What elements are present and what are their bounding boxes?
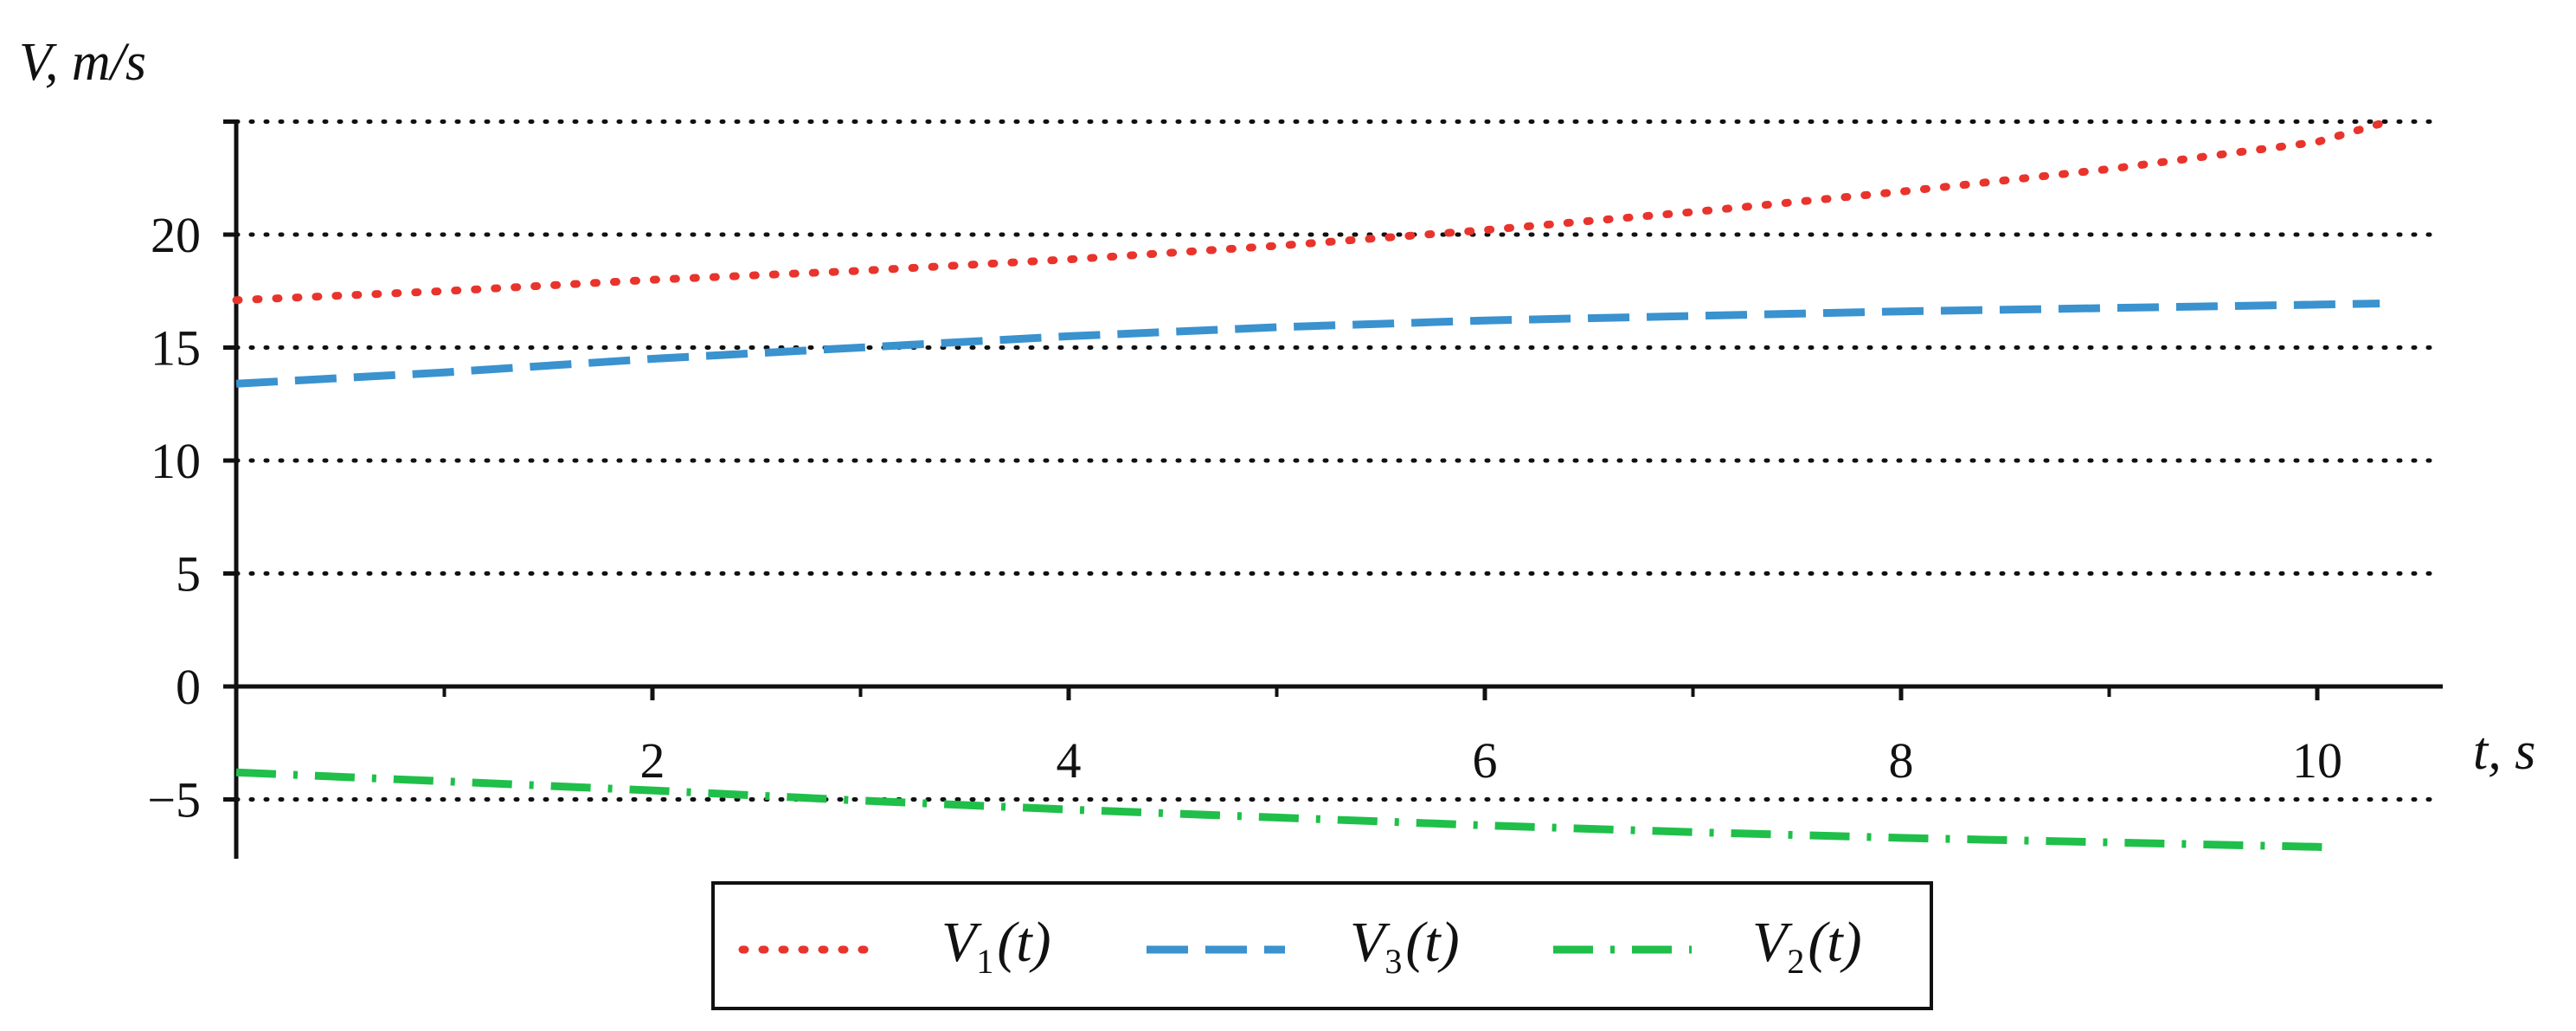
x-tick-label: 8 <box>1889 732 1914 789</box>
x-tick-label: 6 <box>1473 732 1498 789</box>
axes <box>223 119 2443 859</box>
y-tick-label: 10 <box>151 433 201 489</box>
y-tick-label: 5 <box>176 546 201 602</box>
legend: V1(t) V3(t) V2(t) <box>711 881 1933 1010</box>
legend-box <box>711 881 1933 1010</box>
y-tick-label: 15 <box>151 320 201 377</box>
y-axis-title: V, m/s <box>19 33 146 92</box>
legend-label: V3(t) <box>1350 911 1460 981</box>
y-tick-label: −5 <box>147 772 201 828</box>
x-tick-label: 4 <box>1057 732 1082 789</box>
legend-label: V2(t) <box>1752 911 1862 981</box>
y-tick-label: 0 <box>176 659 201 715</box>
tick-labels: −5 0 5 10 15 20 2 4 6 8 10 <box>147 207 2342 828</box>
series-line-v1t <box>232 119 2384 305</box>
x-tick-label: 2 <box>640 732 665 789</box>
series-line-v3t <box>235 300 2380 388</box>
y-tick-label: 20 <box>151 207 201 263</box>
x-axis-title: t, s <box>2473 722 2535 781</box>
series-lines <box>232 119 2384 853</box>
gridlines <box>234 119 2445 802</box>
series-line-v2t <box>235 768 2339 853</box>
legend-label: V1(t) <box>941 911 1051 981</box>
x-tick-label: 10 <box>2292 732 2342 789</box>
